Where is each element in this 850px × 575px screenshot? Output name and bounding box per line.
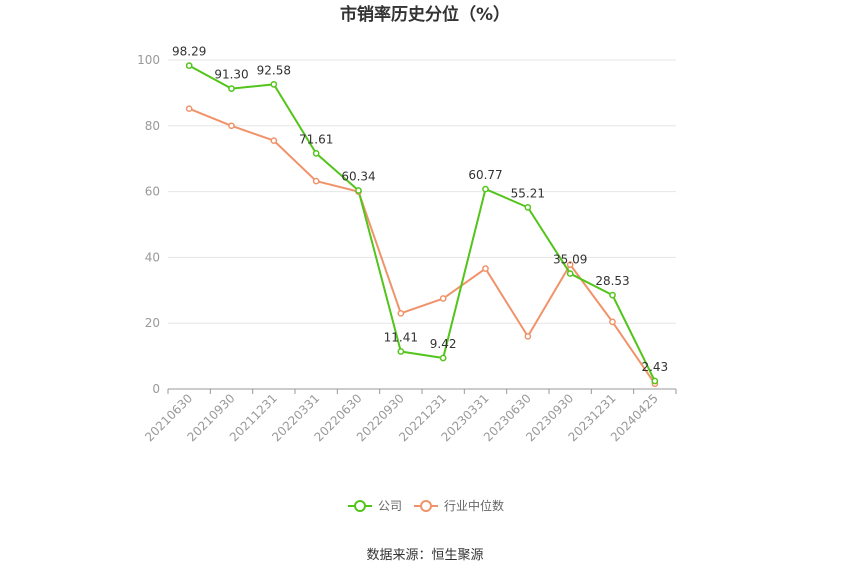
series-0-point — [566, 270, 574, 277]
x-axis: 2021063020210930202112312022033120220630… — [142, 388, 677, 444]
data-label: 92.58 — [257, 63, 291, 77]
data-label: 2.43 — [641, 360, 668, 374]
series-line-0 — [188, 64, 656, 382]
data-label: 28.53 — [595, 274, 629, 288]
series-1-point — [566, 261, 574, 268]
y-tick-label: 40 — [145, 250, 160, 264]
data-label: 98.29 — [172, 45, 206, 59]
data-label: 11.41 — [384, 330, 418, 344]
series-1-point — [524, 333, 532, 340]
series-1-point — [228, 122, 235, 130]
series-0-point — [270, 81, 278, 88]
series-1-point — [270, 137, 278, 144]
legend-swatch-marker — [354, 500, 366, 512]
series-0-point — [651, 377, 659, 385]
data-label: 9.42 — [430, 337, 457, 351]
data-label: 35.09 — [553, 253, 587, 267]
legend-label: 公司 — [378, 499, 402, 513]
series-0-point — [482, 185, 489, 193]
series-0-point — [228, 85, 235, 92]
series-1-point — [312, 177, 320, 185]
data-label: 60.34 — [341, 169, 375, 183]
source-note: 数据来源：恒生聚源 — [366, 548, 483, 563]
series-lines — [188, 64, 656, 385]
y-tick-label: 80 — [145, 119, 160, 133]
series-1-point — [185, 105, 193, 113]
series-points — [185, 62, 659, 388]
grid-lines — [168, 59, 676, 324]
series-0-point — [185, 62, 193, 69]
legend-label: 行业中位数 — [444, 498, 504, 513]
data-labels: 98.29 91.30 92.58 71.61 60.34 11.41 9.42 60.77 5… — [172, 45, 668, 374]
data-label: 91.30 — [214, 68, 248, 82]
series-0-point — [524, 204, 532, 211]
data-label: 71.61 — [299, 132, 333, 146]
y-tick-label: 0 — [152, 382, 160, 396]
series-line-1 — [188, 107, 656, 385]
series-0-point — [312, 150, 320, 157]
series-1-point — [609, 318, 616, 326]
series-1-point — [482, 265, 489, 272]
series-0-point — [355, 187, 362, 194]
legend-swatch-marker — [420, 500, 432, 512]
legend: 公司 行业中位数 — [348, 498, 504, 513]
series-1-point — [397, 309, 405, 317]
y-tick-label: 60 — [145, 185, 160, 199]
chart-title: 市销率历史分位（%） — [340, 4, 510, 25]
data-label: 60.77 — [468, 168, 502, 182]
series-0-point — [397, 348, 405, 355]
series-0-point — [609, 291, 616, 299]
y-tick-label: 20 — [145, 316, 160, 330]
series-1-point — [439, 295, 447, 302]
series-0-point — [439, 354, 447, 362]
y-axis: 0 20 40 60 80 100 — [137, 53, 160, 396]
data-label: 55.21 — [511, 186, 545, 200]
y-tick-label: 100 — [137, 53, 160, 67]
